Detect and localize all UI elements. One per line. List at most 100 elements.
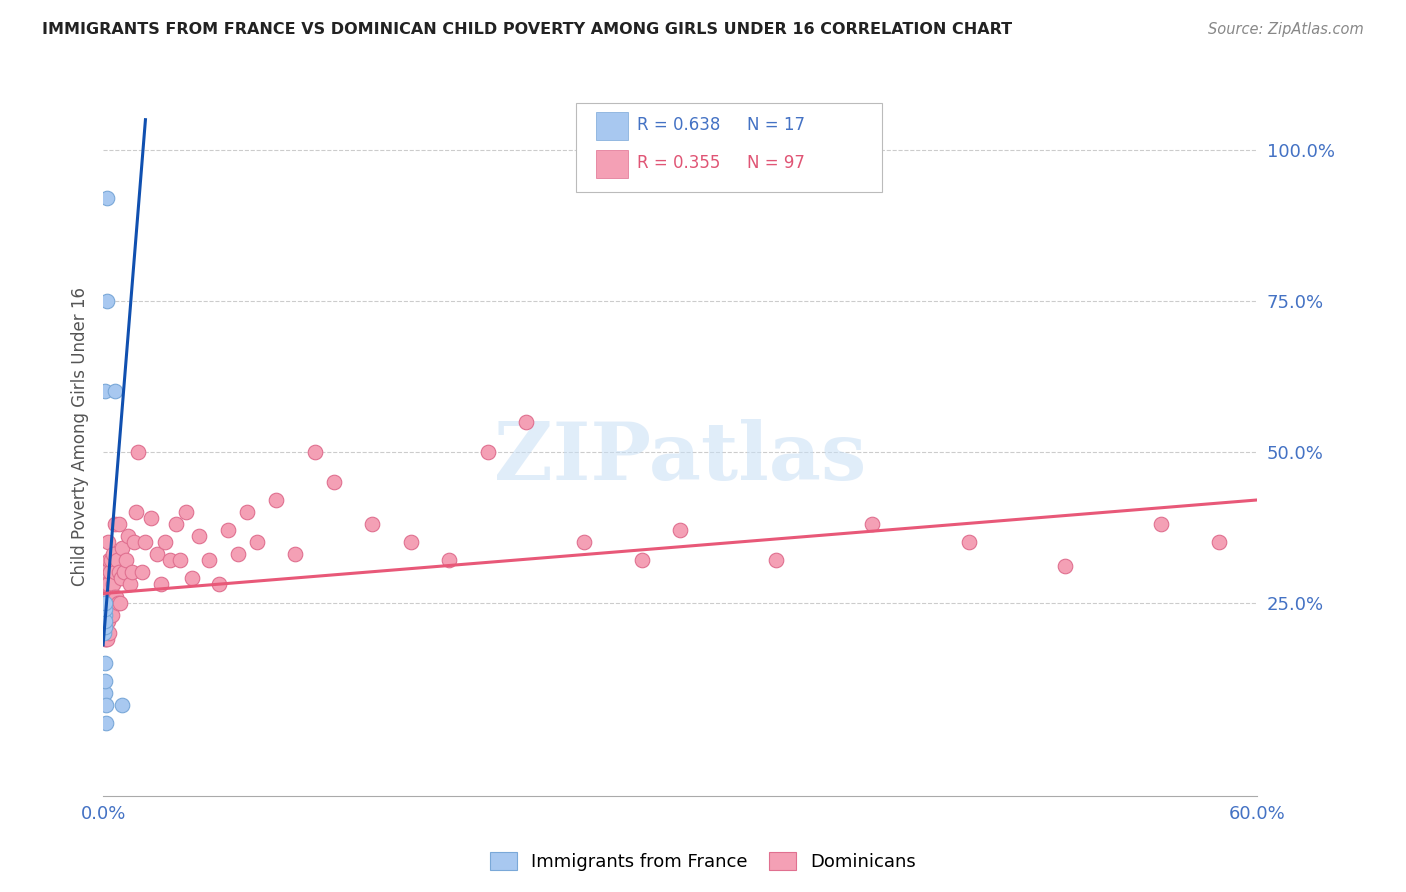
Point bbox=[515, 415, 537, 429]
Point bbox=[361, 517, 384, 532]
Point bbox=[94, 577, 117, 591]
Point bbox=[146, 547, 169, 561]
Point bbox=[96, 191, 118, 205]
Text: R = 0.355: R = 0.355 bbox=[637, 154, 721, 172]
Point bbox=[103, 590, 125, 604]
Point bbox=[1150, 517, 1173, 532]
Point bbox=[97, 590, 120, 604]
Point bbox=[112, 566, 135, 580]
Point bbox=[94, 583, 117, 598]
Point bbox=[107, 596, 129, 610]
Point bbox=[94, 384, 117, 399]
Point bbox=[765, 553, 787, 567]
Point bbox=[630, 553, 652, 567]
Point bbox=[174, 505, 197, 519]
Point bbox=[94, 596, 117, 610]
Point bbox=[165, 517, 187, 532]
Point bbox=[104, 384, 127, 399]
Point bbox=[153, 535, 176, 549]
Point bbox=[264, 493, 287, 508]
Point bbox=[97, 614, 120, 628]
Point bbox=[98, 596, 121, 610]
Bar bbox=[596, 151, 628, 178]
Point bbox=[97, 577, 120, 591]
Point bbox=[97, 535, 120, 549]
Point bbox=[101, 607, 124, 622]
Point bbox=[399, 535, 422, 549]
Point bbox=[108, 517, 131, 532]
Point bbox=[93, 625, 115, 640]
Text: N = 17: N = 17 bbox=[747, 117, 806, 135]
Point bbox=[93, 614, 115, 628]
Point bbox=[97, 553, 120, 567]
Point bbox=[198, 553, 221, 567]
FancyBboxPatch shape bbox=[576, 103, 882, 193]
Point bbox=[246, 535, 269, 549]
Point bbox=[111, 541, 134, 556]
Point bbox=[93, 625, 115, 640]
Point bbox=[94, 601, 117, 615]
Point bbox=[94, 607, 117, 622]
Point bbox=[96, 596, 118, 610]
Point bbox=[93, 607, 115, 622]
Point bbox=[94, 620, 117, 634]
Point bbox=[94, 686, 117, 700]
Point bbox=[101, 577, 124, 591]
Point bbox=[111, 698, 134, 713]
Point bbox=[236, 505, 259, 519]
Point bbox=[101, 547, 124, 561]
Point bbox=[572, 535, 595, 549]
Point bbox=[104, 566, 127, 580]
Point bbox=[159, 553, 181, 567]
Point bbox=[94, 674, 117, 689]
Point bbox=[188, 529, 211, 543]
Point bbox=[439, 553, 461, 567]
Point bbox=[131, 566, 153, 580]
Point bbox=[94, 566, 117, 580]
Point bbox=[104, 517, 127, 532]
Point bbox=[180, 571, 202, 585]
Point bbox=[96, 632, 118, 646]
Point bbox=[100, 553, 122, 567]
Point bbox=[860, 517, 883, 532]
Point bbox=[122, 535, 145, 549]
Legend: Immigrants from France, Dominicans: Immigrants from France, Dominicans bbox=[482, 846, 924, 879]
Point bbox=[121, 566, 143, 580]
Point bbox=[207, 577, 229, 591]
Point bbox=[141, 511, 163, 525]
Point bbox=[94, 716, 117, 731]
Text: Source: ZipAtlas.com: Source: ZipAtlas.com bbox=[1208, 22, 1364, 37]
Point bbox=[94, 632, 117, 646]
Text: IMMIGRANTS FROM FRANCE VS DOMINICAN CHILD POVERTY AMONG GIRLS UNDER 16 CORRELATI: IMMIGRANTS FROM FRANCE VS DOMINICAN CHIL… bbox=[42, 22, 1012, 37]
Point bbox=[304, 444, 326, 458]
Y-axis label: Child Poverty Among Girls Under 16: Child Poverty Among Girls Under 16 bbox=[72, 287, 89, 586]
Point bbox=[477, 444, 499, 458]
Point bbox=[94, 614, 117, 628]
Point bbox=[94, 596, 117, 610]
Point bbox=[94, 698, 117, 713]
Point bbox=[322, 475, 344, 489]
Point bbox=[97, 625, 120, 640]
Text: ZIPatlas: ZIPatlas bbox=[494, 419, 866, 497]
Point bbox=[100, 596, 122, 610]
Point bbox=[134, 535, 156, 549]
Bar bbox=[596, 112, 628, 140]
Point bbox=[957, 535, 980, 549]
Point bbox=[226, 547, 249, 561]
Point bbox=[104, 590, 127, 604]
Point bbox=[96, 293, 118, 308]
Point bbox=[284, 547, 307, 561]
Point bbox=[115, 553, 138, 567]
Text: N = 97: N = 97 bbox=[747, 154, 804, 172]
Point bbox=[93, 632, 115, 646]
Point bbox=[94, 656, 117, 670]
Point bbox=[125, 505, 148, 519]
Point bbox=[217, 523, 239, 537]
Point bbox=[107, 566, 129, 580]
Point bbox=[118, 577, 141, 591]
Point bbox=[110, 596, 132, 610]
Point bbox=[105, 553, 128, 567]
Point bbox=[110, 571, 132, 585]
Point bbox=[94, 614, 117, 628]
Point bbox=[127, 444, 149, 458]
